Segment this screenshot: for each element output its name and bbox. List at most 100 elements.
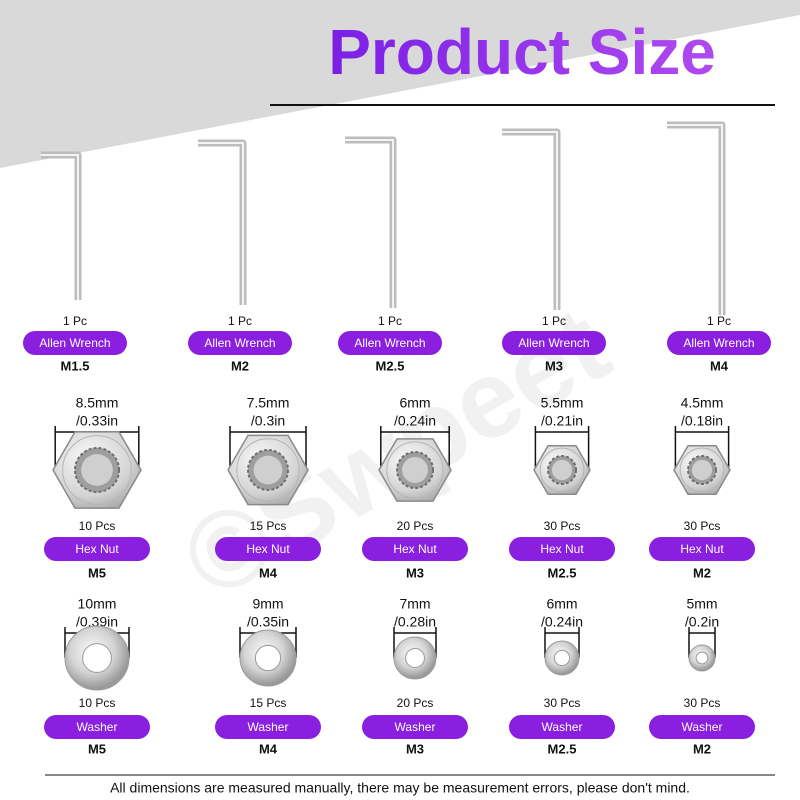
allen-wrench-highlight (502, 131, 558, 310)
dimension-mm: 5mm (686, 596, 717, 612)
washer (65, 626, 129, 690)
size: M4 (710, 358, 729, 373)
dimension-mm: 7mm (399, 596, 430, 612)
quantity: 30 Pcs (544, 696, 581, 710)
washer (545, 641, 579, 675)
washer (240, 630, 296, 686)
quantity: 1 Pc (707, 314, 731, 328)
label-text: Washer (682, 720, 723, 734)
size: M5 (88, 565, 106, 580)
dimension-in: /0.18in (681, 413, 723, 429)
allen-wrench-highlight (41, 154, 79, 300)
washer (394, 637, 436, 679)
background-shape (0, 0, 800, 168)
washer-edge (688, 644, 716, 672)
label-text: Hex Nut (246, 542, 290, 556)
label-text: Washer (542, 720, 583, 734)
nut-hole (551, 459, 573, 481)
size: M4 (259, 565, 278, 580)
washer-hole-edge (553, 649, 571, 667)
label-pill (667, 331, 771, 355)
label-text: Washer (395, 720, 436, 734)
dimension-mm: 10mm (78, 596, 117, 612)
size: M2.5 (376, 358, 405, 373)
washer-edge (64, 625, 130, 691)
quantity: 1 Pc (63, 314, 87, 328)
label-pill (362, 537, 468, 561)
allen-wrench (41, 151, 82, 300)
label-pill (215, 715, 321, 739)
label-pill (44, 715, 150, 739)
nut-face (679, 447, 725, 493)
washer-edge (393, 636, 437, 680)
label-pill (502, 331, 606, 355)
allen-wrench-highlight (667, 124, 723, 315)
allen-wrench (345, 136, 397, 308)
label-text: Allen Wrench (39, 336, 110, 350)
allen-wrench (198, 139, 247, 305)
label-text: Allen Wrench (354, 336, 425, 350)
label-pill (649, 537, 755, 561)
label-text: Washer (77, 720, 118, 734)
label-pill (215, 537, 321, 561)
quantity: 1 Pc (228, 314, 252, 328)
label-text: Allen Wrench (204, 336, 275, 350)
dimension-in: /0.24in (394, 413, 436, 429)
size: M2 (231, 358, 249, 373)
quantity: 15 Pcs (250, 696, 287, 710)
label-text: Hex Nut (393, 542, 437, 556)
title: Product Size (328, 16, 716, 88)
dimension-in: /0.35in (247, 614, 289, 630)
dimension-in: /0.24in (541, 614, 583, 630)
label-pill (44, 537, 150, 561)
allen-wrench (667, 121, 726, 315)
quantity: 10 Pcs (79, 696, 116, 710)
label-pill (649, 715, 755, 739)
label-text: Allen Wrench (518, 336, 589, 350)
quantity: 15 Pcs (250, 519, 287, 533)
label-text: Washer (248, 720, 289, 734)
dimension-mm: 8.5mm (76, 395, 119, 411)
dimension-mm: 9mm (252, 596, 283, 612)
nut-hole (691, 459, 713, 481)
dimension-in: /0.39in (76, 614, 118, 630)
washer (689, 645, 715, 671)
dimension-mm: 5.5mm (541, 395, 584, 411)
washer-hole-edge (405, 648, 425, 668)
label-pill (509, 715, 615, 739)
quantity: 1 Pc (378, 314, 402, 328)
dimension-in: /0.3in (251, 413, 285, 429)
washer-edge (544, 640, 580, 676)
size: M2.5 (548, 565, 577, 580)
size: M2 (693, 741, 711, 756)
label-pill (362, 715, 468, 739)
label-text: Hex Nut (680, 542, 724, 556)
size: M2.5 (548, 741, 577, 756)
size: M3 (406, 565, 424, 580)
size: M5 (88, 741, 106, 756)
label-text: Hex Nut (540, 542, 584, 556)
nut-face (62, 435, 132, 505)
size: M3 (406, 741, 424, 756)
dimension-in: /0.2in (685, 614, 719, 630)
allen-wrench (502, 128, 561, 310)
washer-edge (239, 629, 297, 687)
dimension-in: /0.28in (394, 614, 436, 630)
quantity: 20 Pcs (397, 696, 434, 710)
label-pill (509, 537, 615, 561)
dimension-mm: 6mm (546, 596, 577, 612)
dimension-mm: 4.5mm (681, 395, 724, 411)
size: M1.5 (61, 358, 90, 373)
nut-hole (253, 455, 283, 485)
label-text: Allen Wrench (683, 336, 754, 350)
dimension-in: /0.21in (541, 413, 583, 429)
nut-hole (81, 454, 113, 486)
label-pill (338, 331, 442, 355)
label-pill (188, 331, 292, 355)
washer-hole-edge (254, 644, 282, 672)
dimension-in: /0.33in (76, 413, 118, 429)
washer-hole-edge (82, 643, 112, 673)
quantity: 30 Pcs (544, 519, 581, 533)
nut-face (386, 441, 444, 499)
